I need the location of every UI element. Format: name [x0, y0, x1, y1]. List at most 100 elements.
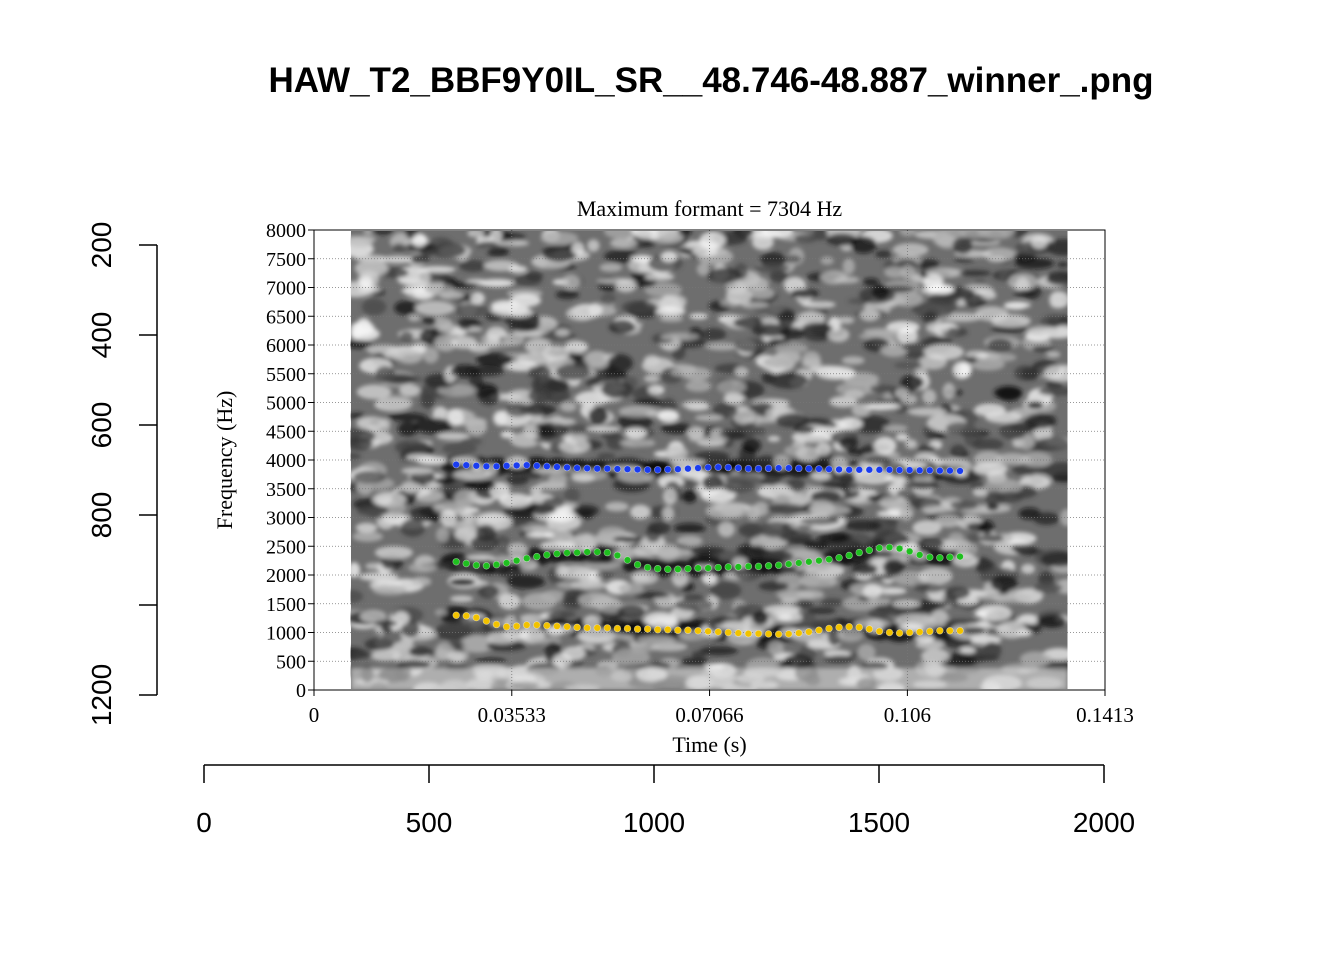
formant-f1-point	[502, 623, 511, 631]
outer-axes: 200 400 600 800 1200 0 500 1000 1500 2000	[86, 222, 1135, 838]
formant-f1-point	[563, 623, 571, 631]
formant-f1-point	[623, 624, 632, 633]
formant-f3-point	[482, 462, 491, 471]
formant-f3-point	[956, 467, 964, 475]
formant-f1-point	[643, 625, 652, 633]
formant-f1-point	[684, 626, 692, 634]
y-tick-label: 3500	[266, 479, 306, 501]
formant-f3-point	[553, 463, 561, 471]
y-tick-label: 7000	[266, 278, 306, 300]
formant-f1-point	[835, 623, 843, 632]
formant-f2-point	[482, 562, 491, 570]
outer-bottom-axis: 0 500 1000 1500 2000	[196, 764, 1135, 838]
formant-f2-point	[724, 563, 732, 571]
formant-f1-point	[704, 627, 712, 636]
formant-f1-point	[764, 630, 773, 638]
x-tick-label: 0.03533	[478, 703, 546, 727]
formant-f3-point	[865, 466, 874, 474]
formant-f1-point	[754, 629, 763, 638]
formant-f1-point	[543, 621, 551, 630]
formant-f2-point	[825, 555, 833, 564]
outer-y-tick-label: 400	[86, 312, 117, 359]
formant-f2-point	[694, 564, 702, 572]
x-axis-label: Time (s)	[672, 732, 746, 757]
formant-f2-point	[563, 549, 571, 557]
formant-f3-point	[825, 465, 833, 473]
formant-f1-point	[664, 625, 672, 634]
formant-f3-point	[684, 464, 692, 473]
formant-f3-point	[583, 464, 591, 473]
formant-f2-point	[895, 544, 904, 553]
formant-f1-point	[946, 627, 954, 635]
outer-y-tick-label: 200	[86, 222, 117, 269]
y-tick-label: 2500	[266, 536, 306, 558]
formant-f1-point	[785, 630, 793, 638]
formant-f1-point	[633, 625, 642, 633]
formant-f2-point	[593, 548, 601, 556]
formant-f3-point	[905, 466, 914, 474]
outer-left-axis: 200 400 600 800 1200	[86, 222, 158, 726]
formant-f3-point	[613, 465, 622, 473]
formant-f3-point	[724, 463, 732, 472]
x-tick-label: 0	[309, 703, 320, 727]
formant-f2-point	[835, 554, 843, 562]
formant-f1-point	[523, 621, 531, 629]
formant-f2-point	[785, 560, 793, 568]
formant-f2-point	[633, 560, 642, 569]
x-tick-label: 0.106	[884, 703, 931, 727]
formant-f3-point	[785, 464, 793, 472]
formant-f2-point	[774, 561, 783, 569]
formant-f3-point	[936, 466, 944, 475]
formant-f2-point	[704, 564, 712, 572]
y-tick-label: 1500	[266, 594, 306, 616]
x-tick-label: 0.07066	[675, 703, 743, 727]
formant-f2-point	[875, 544, 884, 552]
formant-f3-point	[774, 464, 783, 472]
formant-f3-point	[603, 464, 612, 473]
outer-x-tick-label: 0	[196, 807, 212, 838]
formant-f2-point	[654, 564, 662, 573]
y-tick-label: 7500	[266, 249, 306, 271]
formant-f2-point	[543, 551, 551, 559]
formant-f2-point	[744, 562, 753, 571]
formant-f2-point	[643, 563, 652, 572]
formant-f3-point	[533, 462, 541, 470]
formant-f1-point	[583, 624, 591, 632]
formant-f3-point	[946, 466, 954, 475]
formant-f3-point	[885, 466, 894, 474]
spectrogram	[350, 231, 1068, 689]
outer-y-tick-label: 800	[86, 492, 117, 539]
formant-f1-point	[734, 629, 743, 637]
formant-f3-point	[835, 465, 843, 474]
formant-f2-point	[815, 556, 823, 565]
formant-f3-series	[452, 460, 964, 475]
spectrogram-low-band	[350, 668, 1068, 689]
formant-f1-point	[845, 623, 853, 631]
formant-f3-point	[744, 464, 753, 473]
outer-y-tick-label: 1200	[86, 664, 117, 726]
formant-f1-point	[936, 627, 944, 635]
formant-f2-point	[553, 550, 561, 558]
formant-f1-point	[795, 629, 803, 637]
y-tick-label: 0	[296, 680, 306, 702]
formant-f2-point	[603, 548, 612, 557]
y-axis-label: Frequency (Hz)	[212, 391, 237, 530]
formant-f1-point	[875, 627, 884, 636]
formant-f2-point	[885, 543, 894, 552]
formant-f3-point	[815, 465, 823, 473]
formant-f1-point	[774, 630, 783, 638]
y-tick-label: 1000	[266, 623, 306, 645]
formant-f3-point	[563, 463, 571, 472]
formant-f3-point	[452, 460, 460, 469]
formant-f2-point	[533, 552, 541, 561]
formant-f1-point	[895, 629, 904, 637]
formant-f2-point	[623, 556, 632, 564]
formant-f1-point	[916, 628, 924, 636]
formant-f1-point	[855, 623, 863, 632]
formant-f1-point	[815, 626, 823, 634]
y-tick-label: 8000	[266, 220, 306, 242]
formant-f3-point	[593, 464, 601, 473]
formant-f3-point	[543, 462, 551, 471]
formant-f3-point	[633, 465, 642, 474]
formant-f2-point	[714, 563, 722, 572]
